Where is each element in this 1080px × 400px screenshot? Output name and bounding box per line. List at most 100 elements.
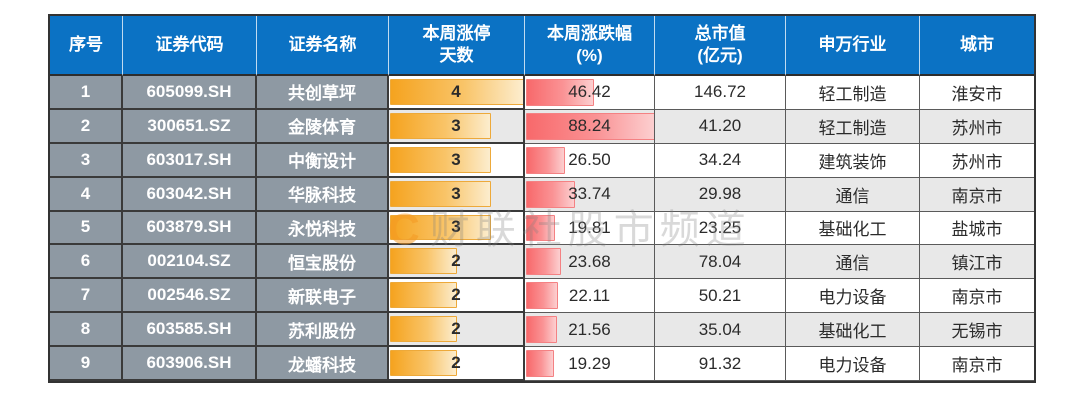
cell-market-cap: 23.25 bbox=[655, 211, 786, 246]
cell-industry: 轻工制造 bbox=[786, 76, 920, 110]
limit-days-value: 3 bbox=[451, 115, 461, 135]
cell-seq: 9 bbox=[50, 347, 123, 381]
cell-seq: 3 bbox=[50, 143, 123, 178]
limit-days-value: 3 bbox=[451, 149, 461, 169]
table-grid: 序号 证券代码 证券名称 本周涨停 天数 本周涨跌幅 (%) 总市值 (亿元) … bbox=[50, 16, 1034, 381]
cell-limit-days: 2 bbox=[389, 347, 525, 381]
cell-seq: 4 bbox=[50, 177, 123, 212]
cell-seq: 6 bbox=[50, 245, 123, 280]
code-value: 603017.SH bbox=[146, 149, 232, 169]
industry-value: 基础化工 bbox=[818, 322, 887, 342]
cell-limit-days: 2 bbox=[389, 313, 525, 348]
cell-limit-days: 3 bbox=[389, 211, 525, 246]
cell-change-pct: 26.50 bbox=[525, 143, 655, 178]
limit-days-value: 2 bbox=[451, 353, 461, 373]
change-pct-value: 26.50 bbox=[568, 150, 611, 170]
cell-code: 002546.SZ bbox=[123, 279, 257, 314]
seq-value: 4 bbox=[80, 183, 91, 203]
limit-days-value: 2 bbox=[451, 285, 461, 305]
market-cap-value: 146.72 bbox=[694, 82, 746, 102]
cell-change-pct: 19.29 bbox=[525, 347, 655, 381]
cell-industry: 基础化工 bbox=[786, 211, 920, 246]
cell-industry: 通信 bbox=[786, 245, 920, 280]
cell-market-cap: 50.21 bbox=[655, 279, 786, 314]
cell-limit-days: 2 bbox=[389, 279, 525, 314]
limit-days-value: 2 bbox=[451, 251, 461, 271]
cell-limit-days: 3 bbox=[389, 109, 525, 144]
name-value: 苏利股份 bbox=[288, 321, 356, 341]
cell-change-pct: 23.68 bbox=[525, 245, 655, 280]
change-pct-data-bar bbox=[526, 112, 654, 140]
stock-table: 序号 证券代码 证券名称 本周涨停 天数 本周涨跌幅 (%) 总市值 (亿元) … bbox=[48, 14, 1036, 383]
name-value: 金陵体育 bbox=[288, 118, 356, 138]
city-value: 镇江市 bbox=[951, 254, 1003, 274]
cell-code: 603879.SH bbox=[123, 211, 257, 246]
cell-city: 淮安市 bbox=[920, 76, 1034, 110]
seq-value: 3 bbox=[80, 149, 91, 169]
cell-code: 603585.SH bbox=[123, 313, 257, 348]
name-value: 永悦科技 bbox=[288, 219, 356, 239]
cell-market-cap: 29.98 bbox=[655, 177, 786, 212]
cell-city: 南京市 bbox=[920, 279, 1034, 314]
city-value: 苏州市 bbox=[951, 118, 1003, 138]
limit-days-data-bar bbox=[390, 350, 457, 376]
cell-market-cap: 91.32 bbox=[655, 347, 786, 381]
limit-days-value: 3 bbox=[451, 217, 461, 237]
code-value: 002104.SZ bbox=[147, 251, 231, 271]
cell-change-pct: 21.56 bbox=[525, 313, 655, 348]
cell-limit-days: 3 bbox=[389, 143, 525, 178]
header-name: 证券名称 bbox=[257, 16, 389, 76]
cell-name: 新联电子 bbox=[257, 279, 389, 314]
city-value: 南京市 bbox=[951, 288, 1003, 308]
market-cap-value: 35.04 bbox=[698, 319, 742, 339]
change-pct-value: 21.56 bbox=[568, 319, 611, 339]
header-city: 城市 bbox=[920, 16, 1034, 76]
seq-value: 1 bbox=[80, 81, 91, 101]
header-market-cap: 总市值 (亿元) bbox=[655, 16, 786, 76]
market-cap-value: 41.20 bbox=[698, 116, 742, 136]
cell-name: 龙蟠科技 bbox=[257, 347, 389, 381]
city-value: 无锡市 bbox=[951, 322, 1003, 342]
cell-change-pct: 33.74 bbox=[525, 177, 655, 212]
market-cap-value: 34.24 bbox=[698, 150, 742, 170]
cell-code: 603017.SH bbox=[123, 143, 257, 178]
change-pct-data-bar bbox=[526, 248, 561, 276]
change-pct-data-bar bbox=[526, 350, 555, 377]
name-value: 新联电子 bbox=[288, 287, 356, 307]
city-value: 苏州市 bbox=[951, 152, 1003, 172]
cell-change-pct: 22.11 bbox=[525, 279, 655, 314]
market-cap-value: 91.32 bbox=[698, 353, 742, 373]
cell-market-cap: 34.24 bbox=[655, 143, 786, 178]
cell-market-cap: 35.04 bbox=[655, 313, 786, 348]
code-value: 605099.SH bbox=[146, 81, 232, 101]
city-value: 淮安市 bbox=[951, 84, 1003, 104]
code-value: 603585.SH bbox=[146, 319, 232, 339]
cell-name: 共创草坪 bbox=[257, 76, 389, 110]
cell-seq: 7 bbox=[50, 279, 123, 314]
cell-industry: 电力设备 bbox=[786, 279, 920, 314]
name-value: 华脉科技 bbox=[288, 186, 356, 206]
limit-days-data-bar bbox=[390, 79, 523, 105]
city-value: 南京市 bbox=[951, 186, 1003, 206]
cell-code: 603906.SH bbox=[123, 347, 257, 381]
change-pct-data-bar bbox=[526, 180, 576, 208]
industry-value: 基础化工 bbox=[818, 220, 887, 240]
limit-days-data-bar bbox=[390, 282, 457, 309]
header-industry: 申万行业 bbox=[786, 16, 920, 76]
change-pct-data-bar bbox=[526, 316, 558, 344]
market-cap-value: 29.98 bbox=[698, 184, 742, 204]
industry-value: 电力设备 bbox=[818, 288, 887, 308]
change-pct-data-bar bbox=[526, 282, 559, 310]
cell-code: 605099.SH bbox=[123, 76, 257, 110]
cell-market-cap: 78.04 bbox=[655, 245, 786, 280]
cell-seq: 2 bbox=[50, 109, 123, 144]
code-value: 603879.SH bbox=[146, 217, 232, 237]
cell-name: 恒宝股份 bbox=[257, 245, 389, 280]
header-limit-days: 本周涨停 天数 bbox=[389, 16, 525, 76]
industry-value: 通信 bbox=[835, 186, 870, 206]
name-value: 共创草坪 bbox=[288, 84, 356, 104]
name-value: 龙蟠科技 bbox=[288, 355, 356, 375]
limit-days-data-bar bbox=[390, 248, 457, 275]
cell-name: 苏利股份 bbox=[257, 313, 389, 348]
